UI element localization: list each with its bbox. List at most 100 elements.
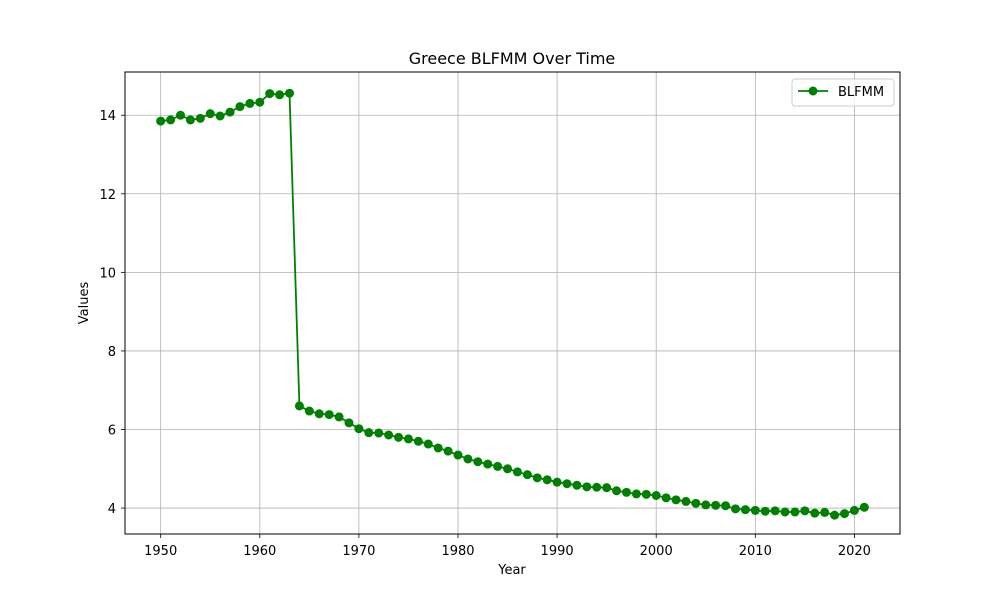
series-layer (156, 88, 869, 520)
data-point (354, 424, 364, 434)
data-point (483, 459, 493, 469)
data-point (770, 506, 780, 516)
y-tick-label: 10 (99, 266, 116, 281)
data-point (701, 500, 711, 510)
data-point (612, 486, 622, 496)
x-tick-label: 1960 (243, 544, 276, 559)
data-point (572, 480, 582, 490)
data-point (512, 467, 522, 477)
data-point (185, 115, 195, 125)
data-point (463, 454, 473, 464)
data-point (651, 491, 661, 500)
x-tick-label: 2010 (739, 544, 772, 559)
data-point (255, 97, 265, 107)
chart-title: Greece BLFMM Over Time (409, 49, 616, 68)
data-point (473, 457, 483, 467)
legend-label: BLFMM (838, 85, 884, 100)
data-point (750, 505, 760, 515)
data-point (730, 504, 740, 514)
data-point (364, 428, 374, 438)
plot-frame (124, 71, 901, 535)
data-point (433, 443, 443, 453)
data-point (532, 473, 542, 483)
data-point (800, 506, 810, 516)
x-tick-label: 2000 (640, 544, 673, 559)
x-tick-label: 1950 (144, 544, 177, 559)
data-point (522, 470, 532, 480)
data-point (721, 501, 731, 511)
data-point (374, 428, 384, 438)
data-point (859, 502, 869, 512)
y-axis-label: Values (77, 282, 92, 325)
data-point (681, 496, 691, 506)
ticks: 1950 1960 1970 1980 1990 2000 2010 2020 4 6 8 10 12 1… (99, 109, 871, 559)
x-tick-label: 1990 (541, 544, 574, 559)
series-line (160, 92, 865, 517)
data-point (621, 487, 631, 497)
data-point (592, 482, 602, 492)
data-point (542, 475, 552, 485)
legend-marker (808, 86, 818, 96)
data-point (443, 446, 453, 456)
y-tick-label: 14 (99, 109, 116, 124)
data-point (790, 507, 800, 517)
data-point (760, 506, 770, 516)
legend: BLFMM (791, 78, 895, 107)
data-point (582, 482, 592, 492)
data-point (334, 412, 344, 422)
data-point (195, 113, 205, 123)
data-point (245, 98, 255, 108)
data-point (225, 107, 235, 117)
data-point (394, 432, 404, 442)
data-point (631, 489, 641, 499)
data-point (740, 505, 750, 515)
data-point (384, 430, 394, 440)
data-point (493, 461, 503, 471)
data-point (840, 509, 850, 519)
legend-box (791, 78, 895, 107)
data-point (265, 89, 275, 99)
x-axis-label: Year (497, 563, 526, 578)
data-point (304, 406, 314, 416)
data-point (156, 116, 166, 126)
data-point (453, 450, 463, 460)
data-point (780, 507, 790, 517)
data-point (810, 508, 820, 518)
y-tick-label: 8 (108, 345, 116, 360)
x-tick-label: 1980 (441, 544, 474, 559)
data-point (830, 510, 840, 520)
data-point (661, 493, 671, 503)
data-point (849, 505, 859, 515)
data-point (285, 88, 295, 98)
x-tick-label: 1970 (342, 544, 375, 559)
data-point (711, 500, 721, 510)
y-tick-label: 12 (99, 188, 116, 203)
data-point (602, 483, 612, 493)
data-point (275, 90, 285, 100)
data-point (691, 498, 701, 508)
data-point (423, 439, 433, 449)
data-point (671, 495, 681, 505)
data-point (166, 115, 176, 125)
data-point (413, 436, 423, 446)
y-tick-label: 4 (108, 502, 116, 517)
data-point (324, 410, 334, 420)
data-point (403, 434, 413, 444)
data-point (235, 102, 245, 112)
data-point (344, 418, 354, 428)
data-point (205, 109, 215, 119)
x-tick-label: 2020 (838, 544, 871, 559)
data-point (641, 489, 651, 499)
data-point (175, 110, 185, 120)
data-point (562, 479, 572, 489)
data-point (294, 401, 304, 411)
data-point (820, 507, 830, 517)
data-point (215, 111, 225, 121)
data-point (314, 409, 324, 419)
grid (125, 72, 900, 534)
data-point (552, 477, 562, 487)
data-point (503, 464, 513, 474)
y-tick-label: 6 (108, 424, 116, 439)
